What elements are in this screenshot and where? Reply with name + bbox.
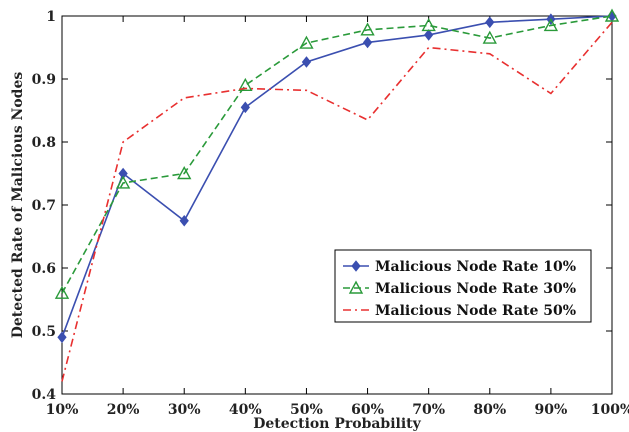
x-tick-label: 80% (473, 402, 506, 418)
x-tick-label: 50% (290, 402, 323, 418)
x-tick-label: 40% (229, 402, 262, 418)
series-layer (54, 8, 620, 382)
y-tick-label: 0.5 (32, 324, 56, 340)
x-axis-title: Detection Probability (253, 416, 421, 432)
data-point (177, 166, 192, 180)
series-3 (61, 21, 613, 382)
data-point (543, 17, 559, 32)
legend-entry: Malicious Node Rate 10% (343, 259, 576, 275)
series-2 (54, 8, 620, 299)
series-line (61, 15, 613, 338)
y-tick-label: 1 (46, 9, 56, 25)
legend: Malicious Node Rate 10% Malicious Node Ra… (334, 249, 592, 323)
data-point (485, 16, 495, 29)
data-point (240, 101, 250, 114)
x-tick-label: 20% (107, 402, 140, 418)
data-point (482, 30, 497, 44)
data-point (238, 77, 253, 91)
series-line (61, 21, 613, 382)
x-tick-label: 100% (591, 402, 629, 418)
data-point (54, 285, 70, 299)
x-tick-label: 60% (351, 402, 384, 418)
x-tick-label: 70% (412, 402, 445, 418)
legend-marker (348, 280, 364, 294)
data-point (179, 214, 189, 227)
x-tick-label: 30% (168, 402, 201, 418)
data-point (604, 8, 620, 22)
legend-entry: Malicious Node Rate 30% (343, 280, 576, 297)
data-point (299, 35, 314, 49)
legend-box (334, 249, 592, 323)
data-point (115, 175, 131, 189)
series-1 (57, 10, 617, 344)
y-tick-label: 0.6 (32, 261, 56, 277)
data-point (360, 22, 375, 36)
legend-label: Malicious Node Rate 10% (375, 259, 576, 275)
legend-marker (351, 260, 361, 272)
x-tick-labels: 10% 20% 30% 40% 50% 60% 70% 80% 90% 100% (46, 402, 629, 418)
data-point (118, 167, 128, 180)
data-point (421, 17, 436, 32)
y-tick-label: 0.7 (32, 198, 56, 214)
data-point (301, 56, 312, 68)
x-tick-label: 10% (46, 402, 79, 418)
plot-area (61, 15, 613, 395)
y-tick-label: 0.4 (32, 387, 57, 403)
y-tick-labels: 0.4 0.5 0.6 0.7 0.8 0.9 1 (32, 9, 57, 403)
series-line (61, 15, 613, 294)
y-tick-label: 0.9 (32, 72, 56, 88)
x-tick-label: 90% (534, 402, 567, 418)
data-point (57, 331, 67, 344)
y-tick-label: 0.8 (32, 135, 56, 151)
legend-label: Malicious Node Rate 30% (375, 281, 576, 297)
y-axis-title: Detected Rate of Malicious Nodes (10, 72, 26, 339)
legend-label: Malicious Node Rate 50% (375, 303, 576, 319)
data-point (362, 36, 373, 49)
legend-entry: Malicious Node Rate 50% (343, 303, 576, 319)
data-point (424, 29, 434, 41)
